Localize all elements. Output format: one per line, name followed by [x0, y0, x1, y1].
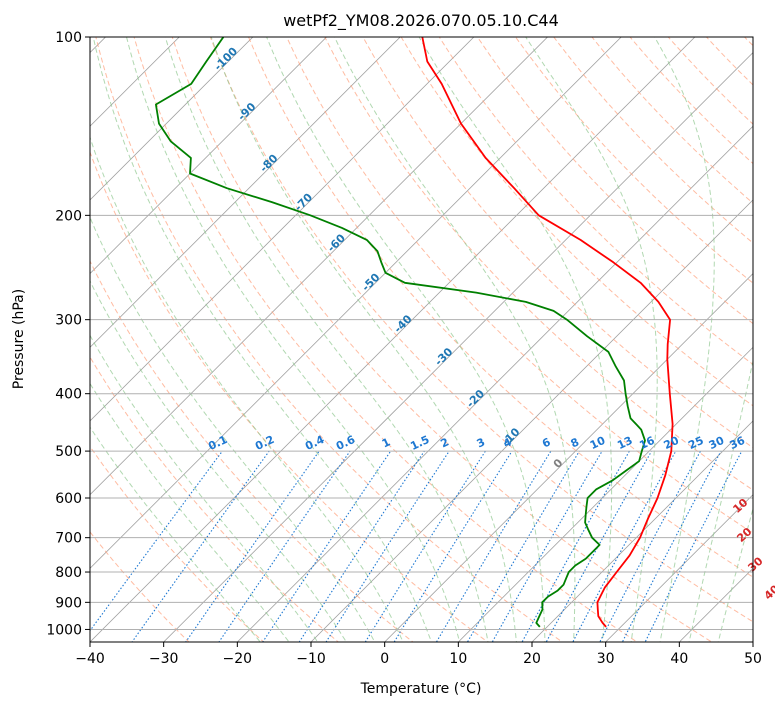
- moist-adiabat-line: [525, 37, 658, 642]
- dry-adiabat-line: [171, 37, 713, 642]
- isotherm-line: [310, 199, 753, 642]
- y-tick-label: 200: [55, 208, 82, 224]
- dry-adiabat-label: 40: [762, 582, 775, 602]
- y-tick-label: 300: [55, 313, 82, 329]
- isotherm-line: [90, 37, 696, 642]
- y-tick-label: 700: [55, 531, 82, 547]
- x-tick-label: 40: [670, 651, 688, 667]
- isotherm-line: [90, 37, 328, 275]
- x-tick-label: −20: [223, 651, 253, 667]
- dry-adiabat-line: [90, 259, 414, 642]
- y-axis: 1000 900 800 700 600 500 400 300 200 100: [46, 30, 90, 638]
- y-tick-label: 100: [55, 30, 82, 46]
- mixing-ratio-line: [491, 450, 603, 642]
- mixing-ratio-label: 25: [686, 434, 705, 452]
- mixing-ratio-line: [466, 450, 580, 642]
- plot-frame: [89, 36, 754, 643]
- mixing-ratio-line: [325, 450, 450, 642]
- mixing-ratio-label: 30: [707, 434, 727, 452]
- moist-adiabat-line: [717, 506, 753, 642]
- dry-adiabat-line: [553, 37, 753, 244]
- profile-series: [155, 37, 674, 628]
- mixing-ratio-label: 36: [728, 434, 748, 452]
- x-axis-title: Temperature (°C): [360, 681, 482, 697]
- dry-adiabat-line: [362, 37, 753, 449]
- isotherm-line: [90, 37, 401, 348]
- dry-adiabat-line: [209, 37, 753, 623]
- mixing-ratio-line: [262, 450, 392, 642]
- x-tick-label: 30: [597, 651, 615, 667]
- dry-adiabat-line: [514, 37, 753, 284]
- x-tick-label: 20: [523, 651, 541, 667]
- dry-adiabat-line: [90, 356, 340, 642]
- temperature-profile-line: [421, 37, 674, 628]
- mixing-ratio-line: [435, 450, 552, 642]
- y-tick-label: 500: [55, 444, 82, 460]
- moist-adiabat-line: [90, 426, 261, 642]
- chart-title: wetPf2_YM08.2026.070.05.10.C44: [283, 11, 559, 31]
- plot-background: [90, 37, 753, 642]
- mixing-ratio-label: 16: [637, 434, 657, 452]
- y-tick-label: 900: [55, 595, 82, 611]
- dry-adiabat-line: [400, 37, 753, 407]
- y-tick-label: 600: [55, 491, 82, 507]
- mixing-ratio-label: 13: [615, 434, 634, 452]
- dry-adiabat-line: [476, 37, 753, 325]
- y-tick-label: 400: [55, 387, 82, 403]
- dry-adiabat-line: [90, 150, 489, 642]
- y-tick-label: 1000: [46, 622, 82, 638]
- moist-adiabat-line: [654, 37, 715, 642]
- mixing-ratio-line: [545, 450, 653, 642]
- moist-adiabat-line: [90, 334, 319, 642]
- dry-adiabat-line: [591, 37, 753, 204]
- y-tick-label: 800: [55, 565, 82, 581]
- isotherm-line: [457, 346, 753, 642]
- x-tick-label: 10: [449, 651, 467, 667]
- dry-adiabat-line: [133, 37, 638, 642]
- isotherm-line: [236, 125, 753, 642]
- x-tick-label: −40: [75, 651, 105, 667]
- x-axis: −40 −30 −20 −10 0 10 20 30 40 50: [75, 642, 762, 667]
- isotherm-line: [90, 37, 549, 496]
- dewpoint-profile-line: [155, 37, 646, 628]
- y-axis-title: Pressure (hPa): [11, 289, 27, 389]
- isotherm-line: [384, 273, 753, 642]
- dry-adiabat-line: [770, 24, 775, 654]
- x-tick-label: −10: [296, 651, 326, 667]
- isotherm-line: [90, 37, 622, 569]
- isotherm-line: [90, 37, 254, 201]
- isotherm-line: [605, 494, 753, 642]
- dry-adiabat-line: [95, 37, 564, 642]
- mixing-ratio-line: [185, 450, 320, 642]
- mixing-ratio-line: [644, 450, 743, 642]
- mixing-ratio-line: [131, 450, 270, 642]
- moist-adiabat-line: [266, 37, 546, 642]
- pressure-gridlines: [90, 37, 753, 630]
- dry-adiabat-line: [286, 37, 753, 534]
- x-tick-label: 50: [744, 651, 762, 667]
- isotherm-line: [163, 51, 753, 642]
- x-tick-label: 0: [380, 651, 389, 667]
- mixing-ratio-line: [621, 450, 722, 642]
- isotherm-line: [531, 420, 753, 642]
- dry-adiabat-line: [438, 37, 753, 366]
- mixing-ratio-label: 10: [588, 434, 608, 452]
- mixing-ratio-line: [364, 450, 486, 642]
- mixing-ratio-label: 20: [662, 434, 682, 452]
- dry-adiabat-line: [324, 37, 753, 491]
- mixing-ratio-line: [521, 450, 630, 642]
- mixing-ratio-line: [393, 450, 513, 642]
- moist-adiabat-line: [90, 215, 376, 642]
- isotherm-line: [90, 37, 475, 422]
- x-tick-label: −30: [149, 651, 179, 667]
- mixing-ratio-line: [218, 450, 351, 642]
